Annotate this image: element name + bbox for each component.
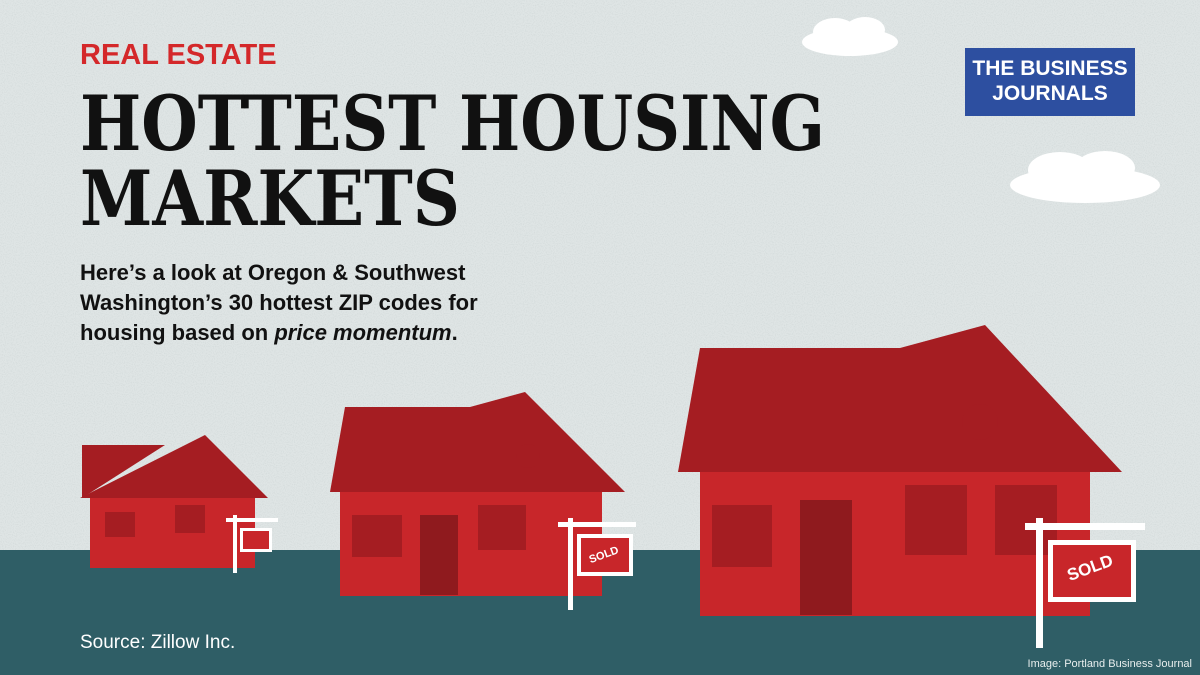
kicker: REAL ESTATE xyxy=(80,39,277,71)
house-medium: SOLD xyxy=(330,392,636,610)
subtitle: Here’s a look at Oregon & Southwest xyxy=(80,260,466,285)
source: Source: Zillow Inc. xyxy=(80,632,235,653)
logo-text: THE BUSINESS xyxy=(972,57,1127,80)
logo: THE BUSINESS JOURNALS xyxy=(965,48,1135,116)
subtitle-part: . xyxy=(452,320,458,345)
cloud xyxy=(1010,151,1160,203)
subtitle-emphasis: price momentum xyxy=(273,320,451,345)
cloud xyxy=(802,17,898,56)
subtitle: Washington’s 30 hottest ZIP codes for xyxy=(80,290,478,315)
house-large: SOLD xyxy=(678,325,1145,648)
house-small xyxy=(80,435,278,573)
subtitle: housing based on price momentum. xyxy=(80,320,458,345)
logo-text: JOURNALS xyxy=(992,82,1108,105)
credit: Image: Portland Business Journal xyxy=(1028,658,1192,670)
subtitle-part: housing based on xyxy=(80,320,274,345)
title: MARKETS xyxy=(80,154,460,243)
title: HOTTEST HOUSING xyxy=(80,79,825,168)
